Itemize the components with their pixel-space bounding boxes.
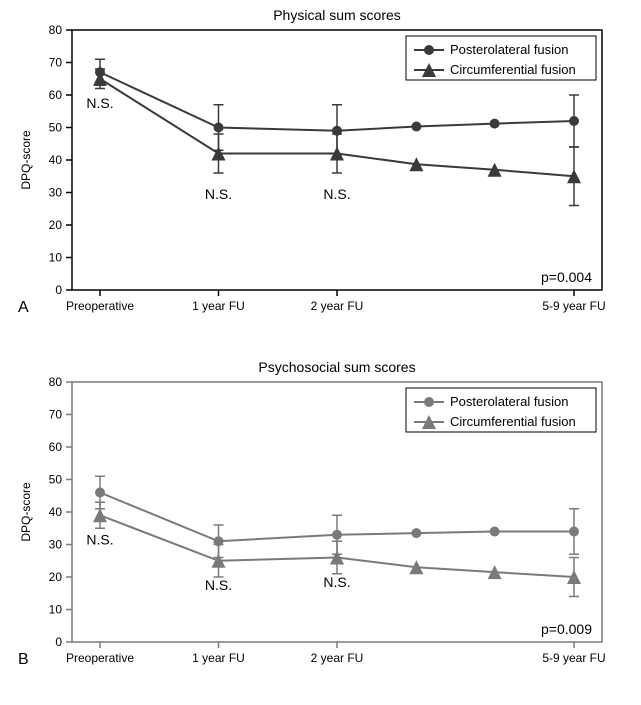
figure: Physical sum scores 0 10 20 30 40 50 60 70 80 DPQ-… bbox=[0, 0, 641, 705]
y-tick-label: 50 bbox=[49, 473, 63, 487]
p-value: p=0.004 bbox=[541, 269, 592, 285]
x-tick-label: 5-9 year FU bbox=[542, 651, 605, 665]
y-axis-label: DPQ-score bbox=[19, 482, 33, 542]
y-tick-label: 0 bbox=[55, 283, 62, 297]
x-tick-label: 2 year FU bbox=[311, 299, 364, 313]
legend-label: Circumferential fusion bbox=[450, 414, 576, 429]
ns-annotation: N.S. bbox=[323, 574, 350, 590]
y-tick-label: 60 bbox=[49, 88, 63, 102]
chart-title: Psychosocial sum scores bbox=[258, 359, 415, 375]
y-tick-label: 10 bbox=[49, 603, 63, 617]
legend-label: Posterolateral fusion bbox=[450, 394, 569, 409]
x-tick-label: 5-9 year FU bbox=[542, 299, 605, 313]
y-tick-label: 20 bbox=[49, 218, 63, 232]
y-tick-label: 30 bbox=[49, 186, 63, 200]
y-tick-label: 60 bbox=[49, 440, 63, 454]
legend-label: Circumferential fusion bbox=[450, 62, 576, 77]
y-tick-label: 80 bbox=[49, 375, 63, 389]
legend-label: Posterolateral fusion bbox=[450, 42, 569, 57]
ns-annotation: N.S. bbox=[205, 577, 232, 593]
x-tick-label: Preoperative bbox=[66, 299, 134, 313]
panel-letter: B bbox=[18, 651, 29, 668]
chart-title: Physical sum scores bbox=[273, 7, 401, 23]
y-tick-label: 80 bbox=[49, 23, 63, 37]
y-tick-label: 10 bbox=[49, 251, 63, 265]
y-tick-label: 0 bbox=[55, 635, 62, 649]
panel-A: Physical sum scores 0 10 20 30 40 50 60 70 80 DPQ-… bbox=[18, 7, 606, 316]
ns-annotation: N.S. bbox=[205, 186, 232, 202]
y-tick-label: 30 bbox=[49, 538, 63, 552]
y-tick-label: 70 bbox=[49, 56, 63, 70]
x-tick-label: 2 year FU bbox=[311, 651, 364, 665]
y-tick-label: 40 bbox=[49, 153, 63, 167]
y-axis-label: DPQ-score bbox=[19, 130, 33, 190]
panel-letter: A bbox=[18, 299, 29, 316]
ns-annotation: N.S. bbox=[86, 532, 113, 548]
y-tick-label: 20 bbox=[49, 570, 63, 584]
x-tick-label: 1 year FU bbox=[192, 651, 245, 665]
x-tick-label: 1 year FU bbox=[192, 299, 245, 313]
x-tick-label: Preoperative bbox=[66, 651, 134, 665]
y-tick-label: 50 bbox=[49, 121, 63, 135]
y-tick-label: 40 bbox=[49, 505, 63, 519]
panel-B: Psychosocial sum scores 0 10 20 30 40 50 60 70 80… bbox=[18, 359, 606, 668]
ns-annotation: N.S. bbox=[323, 186, 350, 202]
p-value: p=0.009 bbox=[541, 621, 592, 637]
y-tick-label: 70 bbox=[49, 408, 63, 422]
ns-annotation: N.S. bbox=[86, 95, 113, 111]
